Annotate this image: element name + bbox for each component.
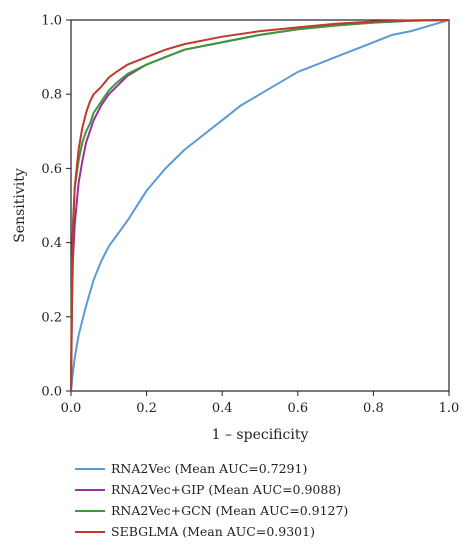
y-tick-label: 0.6 — [41, 162, 62, 177]
legend-label: RNA2Vec+GIP (Mean AUC=0.9088) — [111, 482, 342, 497]
legend-item: RNA2Vec+GIP (Mean AUC=0.9088) — [75, 479, 348, 500]
y-tick-label: 0.4 — [41, 236, 62, 251]
y-tick-label: 0.2 — [41, 310, 62, 325]
x-tick-label: 0.4 — [212, 401, 233, 416]
y-tick-label: 0.0 — [41, 385, 62, 400]
series-line-1 — [70, 19, 450, 392]
plot-border — [70, 19, 450, 392]
y-tick-label: 0.8 — [41, 88, 62, 103]
y-tick-label: 1.0 — [41, 14, 62, 29]
y-tick-labels: 0.0 0.2 0.4 0.6 0.8 1.0 — [41, 14, 71, 400]
legend-item: RNA2Vec+GCN (Mean AUC=0.9127) — [75, 500, 348, 521]
plot-frame — [70, 19, 450, 392]
x-tick-label: 0.6 — [287, 401, 308, 416]
series-layer — [70, 19, 450, 392]
legend-label: RNA2Vec (Mean AUC=0.7291) — [111, 461, 308, 476]
x-axis-label: 1 – specificity — [212, 427, 309, 443]
x-tick-label: 0.0 — [61, 401, 82, 416]
x-tick-labels: 0.0 0.2 0.4 0.6 0.8 1.0 — [61, 391, 460, 416]
legend-label: RNA2Vec+GCN (Mean AUC=0.9127) — [111, 503, 349, 518]
legend-label: SEBGLMA (Mean AUC=0.9301) — [111, 524, 315, 539]
legend-item: RNA2Vec (Mean AUC=0.7291) — [75, 458, 348, 479]
legend-swatch — [75, 467, 105, 470]
legend: RNA2Vec (Mean AUC=0.7291) RNA2Vec+GIP (M… — [75, 458, 348, 542]
x-tick-label: 0.2 — [136, 401, 157, 416]
y-axis-label: Sensitivity — [12, 168, 28, 243]
roc-chart: 0.0 0.2 0.4 0.6 0.8 1.0 0.0 0.2 0.4 0.6 0.8 1.0 1 … — [12, 14, 460, 444]
x-tick-label: 1.0 — [439, 401, 460, 416]
x-tick-label: 0.8 — [363, 401, 384, 416]
legend-item: SEBGLMA (Mean AUC=0.9301) — [75, 521, 348, 542]
legend-swatch — [75, 509, 105, 512]
legend-swatch — [75, 530, 105, 533]
legend-swatch — [75, 488, 105, 491]
series-line-4 — [70, 19, 450, 392]
series-line-2 — [70, 19, 450, 392]
